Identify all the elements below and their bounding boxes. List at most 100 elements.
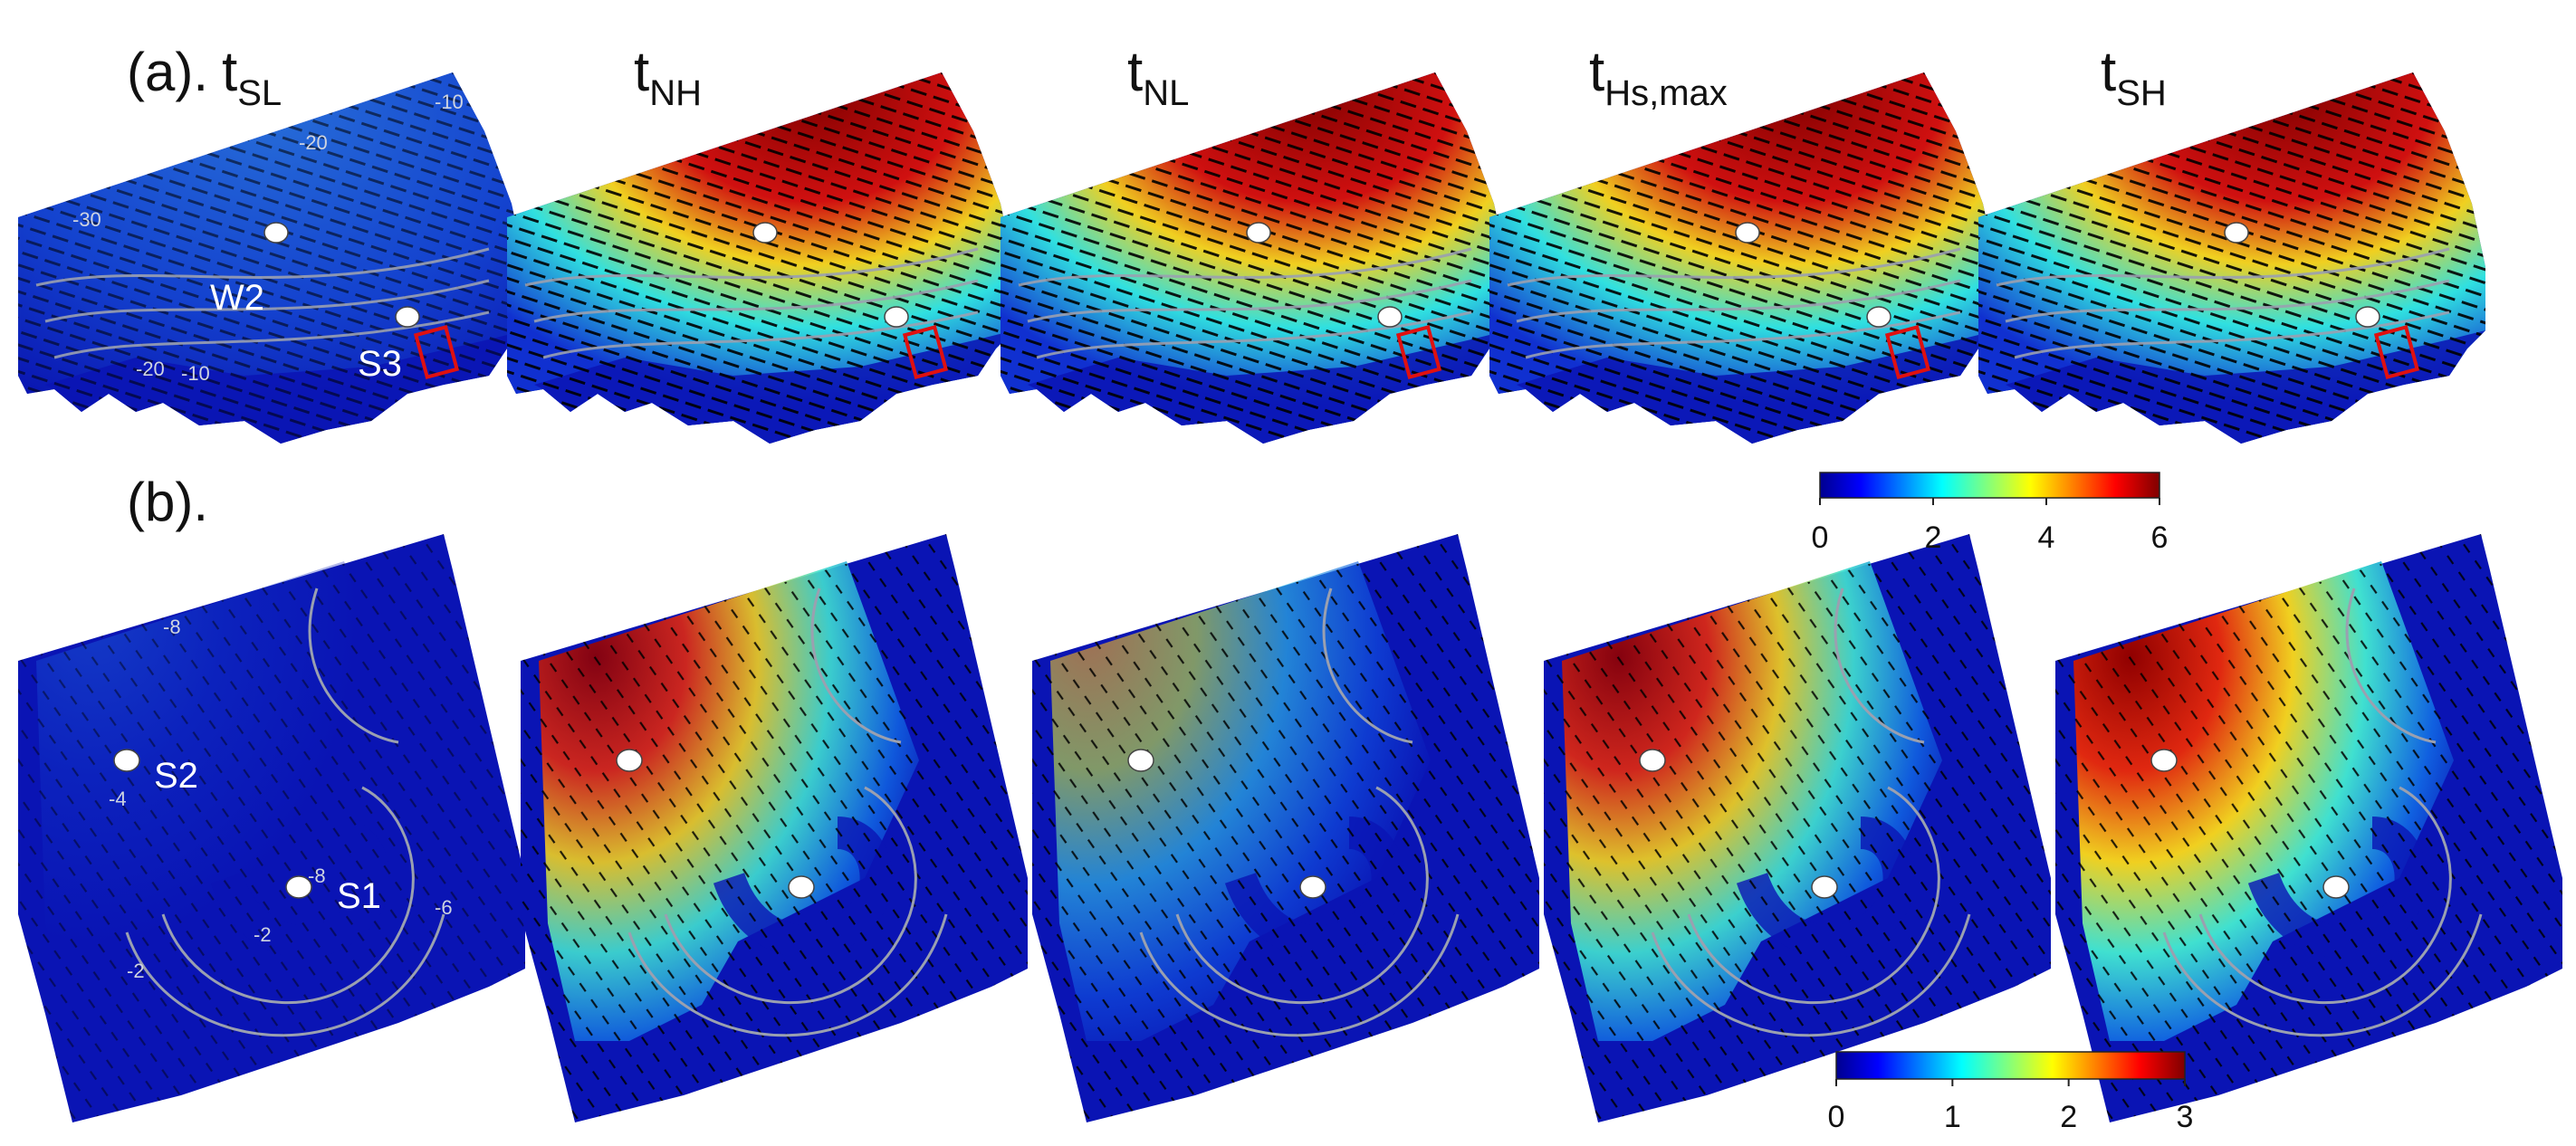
station-marker-S1 bbox=[285, 875, 312, 899]
colorbar-gradient bbox=[1819, 472, 2160, 499]
wave-direction-vectors bbox=[2055, 534, 2562, 1122]
station-label-S3: S3 bbox=[358, 344, 402, 384]
station-label-S1: S1 bbox=[337, 876, 381, 916]
contour-label: -6 bbox=[435, 896, 453, 919]
column-title-4: tHs,max bbox=[1589, 41, 1728, 113]
colorbar-tick-label: 0 bbox=[1828, 1100, 1845, 1134]
station-marker-S1 bbox=[1811, 875, 1838, 899]
wave-direction-vectors bbox=[507, 72, 1014, 444]
target-area-box bbox=[902, 324, 949, 380]
wave-direction-vectors bbox=[18, 72, 525, 444]
contour-label: -20 bbox=[136, 358, 165, 380]
target-area-box bbox=[413, 324, 460, 380]
target-area-box bbox=[2373, 324, 2420, 380]
depth-contour bbox=[1687, 786, 1940, 1004]
depth-contour bbox=[524, 247, 979, 287]
station-marker-S3 bbox=[884, 306, 909, 328]
depth-contour bbox=[664, 786, 917, 1004]
wave-direction-vectors bbox=[521, 534, 1028, 1122]
colorbar-tick-label: 4 bbox=[2038, 520, 2055, 555]
map-a-4 bbox=[1489, 72, 1997, 444]
station-marker-S3 bbox=[395, 306, 420, 328]
depth-contour bbox=[810, 587, 902, 744]
station-marker-W2 bbox=[1735, 222, 1760, 244]
depth-contour bbox=[533, 279, 979, 323]
colorbar-tick-label: 0 bbox=[1812, 520, 1829, 555]
map-b-4 bbox=[1544, 534, 2051, 1122]
depth-contour bbox=[2198, 786, 2452, 1004]
station-label-W2: W2 bbox=[210, 278, 264, 318]
depth-contour bbox=[1322, 587, 1413, 744]
map-b-5 bbox=[2055, 534, 2562, 1122]
station-marker-S1 bbox=[2322, 875, 2350, 899]
depth-contour bbox=[1139, 913, 1460, 1037]
contour-label: -8 bbox=[163, 616, 181, 638]
contour-label: -2 bbox=[254, 923, 272, 946]
colorbar-tick-label: 1 bbox=[1944, 1100, 1961, 1134]
station-marker-W2 bbox=[263, 222, 289, 244]
wave-direction-vectors bbox=[1001, 72, 1508, 444]
contour-label: -20 bbox=[299, 131, 328, 154]
station-marker-S3 bbox=[1377, 306, 1403, 328]
map-b-2 bbox=[521, 534, 1028, 1122]
colorbar-tick-label: 2 bbox=[2060, 1100, 2077, 1134]
contour-label: -8 bbox=[308, 864, 326, 887]
contour-label: -30 bbox=[72, 208, 101, 231]
contour-label: -4 bbox=[109, 788, 127, 810]
colorbar-tick-label: 2 bbox=[1925, 520, 1942, 555]
station-marker-S2 bbox=[1127, 749, 1154, 772]
depth-contour bbox=[125, 913, 445, 1037]
map-a-2 bbox=[507, 72, 1014, 444]
station-marker-S2 bbox=[616, 749, 643, 772]
depth-contour bbox=[627, 913, 948, 1037]
map-b-3 bbox=[1032, 534, 1539, 1122]
column-title-3: tNL bbox=[1127, 41, 1189, 113]
column-title-2: tNH bbox=[634, 41, 702, 113]
column-title-5: tSH bbox=[2101, 41, 2167, 113]
depth-contour bbox=[1996, 247, 2450, 287]
depth-contour bbox=[1516, 279, 1961, 323]
station-marker-S2 bbox=[2150, 749, 2178, 772]
colorbar-2: 0 1 2 3 bbox=[1828, 1051, 2194, 1134]
depth-contour bbox=[2005, 279, 2450, 323]
station-marker-W2 bbox=[1246, 222, 1271, 244]
contour-label: -2 bbox=[127, 960, 145, 982]
depth-contour bbox=[1027, 279, 1472, 323]
depth-contour bbox=[1834, 587, 1925, 744]
station-marker-S1 bbox=[788, 875, 815, 899]
depth-contour bbox=[35, 247, 490, 287]
panel-label-a: (a). bbox=[127, 42, 208, 102]
wave-direction-vectors bbox=[1489, 72, 1997, 444]
contour-label: -10 bbox=[181, 362, 210, 385]
wave-direction-vectors bbox=[1032, 534, 1539, 1122]
station-marker-W2 bbox=[2224, 222, 2249, 244]
target-area-box bbox=[1884, 324, 1931, 380]
depth-contour bbox=[1507, 247, 1961, 287]
map-a-3 bbox=[1001, 72, 1508, 444]
station-marker-W2 bbox=[752, 222, 778, 244]
wave-direction-vectors bbox=[1544, 534, 2051, 1122]
depth-contour bbox=[2345, 587, 2437, 744]
station-label-S2: S2 bbox=[154, 756, 198, 796]
depth-contour bbox=[161, 786, 415, 1004]
depth-contour bbox=[1651, 913, 1971, 1037]
depth-contour bbox=[308, 587, 399, 744]
map-a-5 bbox=[1978, 72, 2485, 444]
station-marker-S2 bbox=[113, 749, 140, 772]
target-area-box bbox=[1395, 324, 1442, 380]
colorbar-tick-label: 6 bbox=[2151, 520, 2169, 555]
depth-contour bbox=[1018, 247, 1472, 287]
depth-contour bbox=[2162, 913, 2483, 1037]
station-marker-S3 bbox=[2355, 306, 2380, 328]
station-marker-S3 bbox=[1866, 306, 1891, 328]
wave-direction-vectors bbox=[18, 534, 525, 1122]
depth-contour bbox=[1175, 786, 1429, 1004]
wave-direction-vectors bbox=[1978, 72, 2485, 444]
colorbar-tick-label: 3 bbox=[2177, 1100, 2194, 1134]
contour-label: -10 bbox=[435, 91, 464, 113]
depth-contour bbox=[44, 279, 490, 323]
station-marker-S1 bbox=[1299, 875, 1326, 899]
map-b-1 bbox=[18, 534, 525, 1122]
map-a-1 bbox=[18, 72, 525, 444]
